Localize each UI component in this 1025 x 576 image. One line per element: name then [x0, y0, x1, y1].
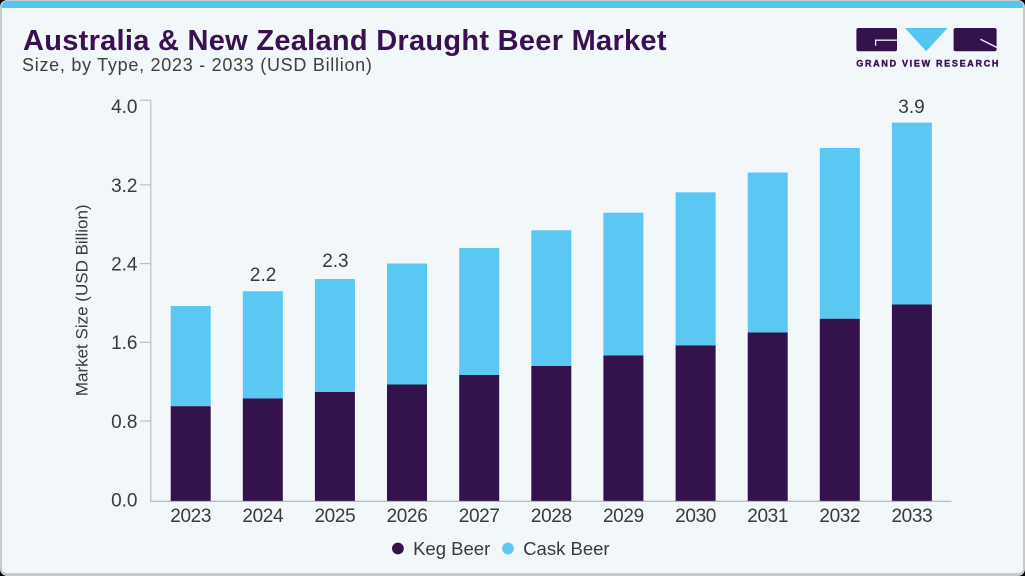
svg-text:2030: 2030: [675, 506, 716, 527]
svg-text:2.4: 2.4: [111, 255, 138, 276]
svg-text:Market Size (USD Billion): Market Size (USD Billion): [72, 204, 91, 396]
svg-text:Cask Beer: Cask Beer: [523, 538, 609, 559]
svg-text:2.3: 2.3: [322, 251, 348, 272]
svg-text:2024: 2024: [242, 506, 284, 527]
svg-text:2023: 2023: [170, 506, 211, 527]
svg-text:3.9: 3.9: [898, 97, 924, 118]
svg-text:GRAND VIEW RESEARCH: GRAND VIEW RESEARCH: [856, 59, 1000, 69]
svg-text:2031: 2031: [747, 506, 788, 527]
svg-text:2.2: 2.2: [250, 265, 276, 286]
svg-text:2025: 2025: [314, 506, 355, 527]
svg-text:2027: 2027: [459, 506, 500, 527]
svg-text:0.0: 0.0: [111, 491, 137, 512]
svg-text:2032: 2032: [819, 506, 860, 527]
svg-text:2028: 2028: [531, 506, 572, 527]
svg-text:2029: 2029: [603, 506, 644, 527]
svg-text:Keg Beer: Keg Beer: [413, 538, 490, 559]
svg-text:1.6: 1.6: [111, 333, 137, 354]
svg-text:4.0: 4.0: [111, 97, 137, 118]
svg-text:2026: 2026: [387, 506, 428, 527]
svg-text:3.2: 3.2: [111, 176, 137, 197]
svg-text:2033: 2033: [891, 506, 932, 527]
svg-text:0.8: 0.8: [111, 412, 137, 433]
